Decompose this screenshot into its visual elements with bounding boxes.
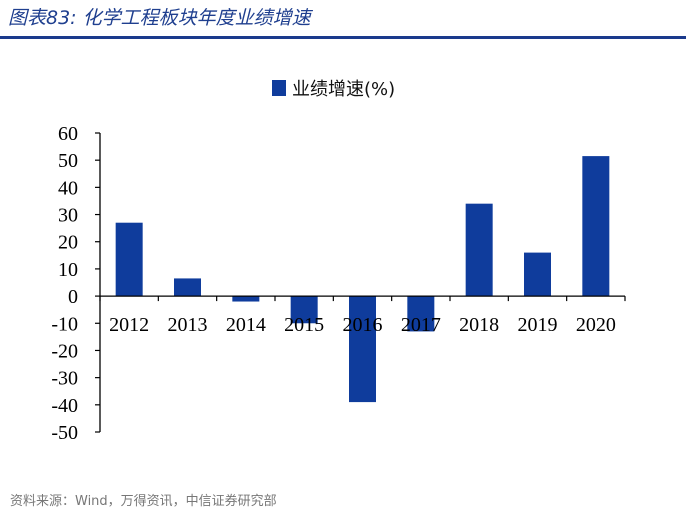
y-tick-label: -30 bbox=[51, 368, 78, 390]
y-tick-label: 60 bbox=[58, 123, 78, 145]
y-tick-label: -50 bbox=[51, 422, 78, 444]
bar-2014 bbox=[232, 296, 260, 302]
bar-2018 bbox=[465, 203, 493, 297]
y-tick-label: 10 bbox=[58, 259, 78, 281]
x-tick-label: 2018 bbox=[459, 314, 499, 336]
y-tick-label: 30 bbox=[58, 205, 78, 227]
bar-2017 bbox=[407, 296, 435, 332]
y-tick-label: -40 bbox=[51, 395, 78, 417]
figure-caption: 图表83: 化学工程板块年度业绩增速 bbox=[8, 7, 311, 29]
legend-label: 业绩增速(%) bbox=[292, 79, 395, 100]
bar-2015 bbox=[290, 296, 318, 324]
y-tick-label: 0 bbox=[68, 286, 78, 308]
bar-2013 bbox=[174, 278, 201, 297]
y-tick-label: 40 bbox=[58, 177, 78, 199]
x-tick-label: 2014 bbox=[226, 314, 266, 336]
x-tick-label: 2020 bbox=[576, 314, 616, 336]
y-tick-label: -10 bbox=[51, 313, 78, 335]
x-tick-label: 2016 bbox=[343, 314, 383, 336]
x-tick-label: 2012 bbox=[109, 314, 149, 336]
x-tick-label: 2019 bbox=[518, 314, 558, 336]
bar-2019 bbox=[524, 252, 551, 297]
y-tick-label: 20 bbox=[58, 232, 78, 254]
y-tick-label: -20 bbox=[51, 340, 78, 362]
legend-swatch bbox=[272, 80, 286, 96]
axes-group: 60 50 40 30 20 10 0 -10 -20 -30 -40 -50 2012 2013 2014… bbox=[51, 123, 626, 444]
x-tick-label: 2015 bbox=[284, 314, 324, 336]
x-tick-label: 2017 bbox=[401, 314, 441, 336]
caption-divider bbox=[0, 36, 686, 39]
bar-2020 bbox=[582, 156, 610, 297]
bar-2016 bbox=[349, 296, 376, 403]
x-tick-label: 2013 bbox=[168, 314, 208, 336]
bar-2012 bbox=[115, 222, 143, 297]
chart-legend: 业绩增速(%) bbox=[272, 79, 395, 100]
bars-group bbox=[115, 156, 610, 403]
y-tick-label: 50 bbox=[58, 150, 78, 172]
source-note: 资料来源：Wind，万得资讯，中信证券研究部 bbox=[10, 494, 277, 509]
